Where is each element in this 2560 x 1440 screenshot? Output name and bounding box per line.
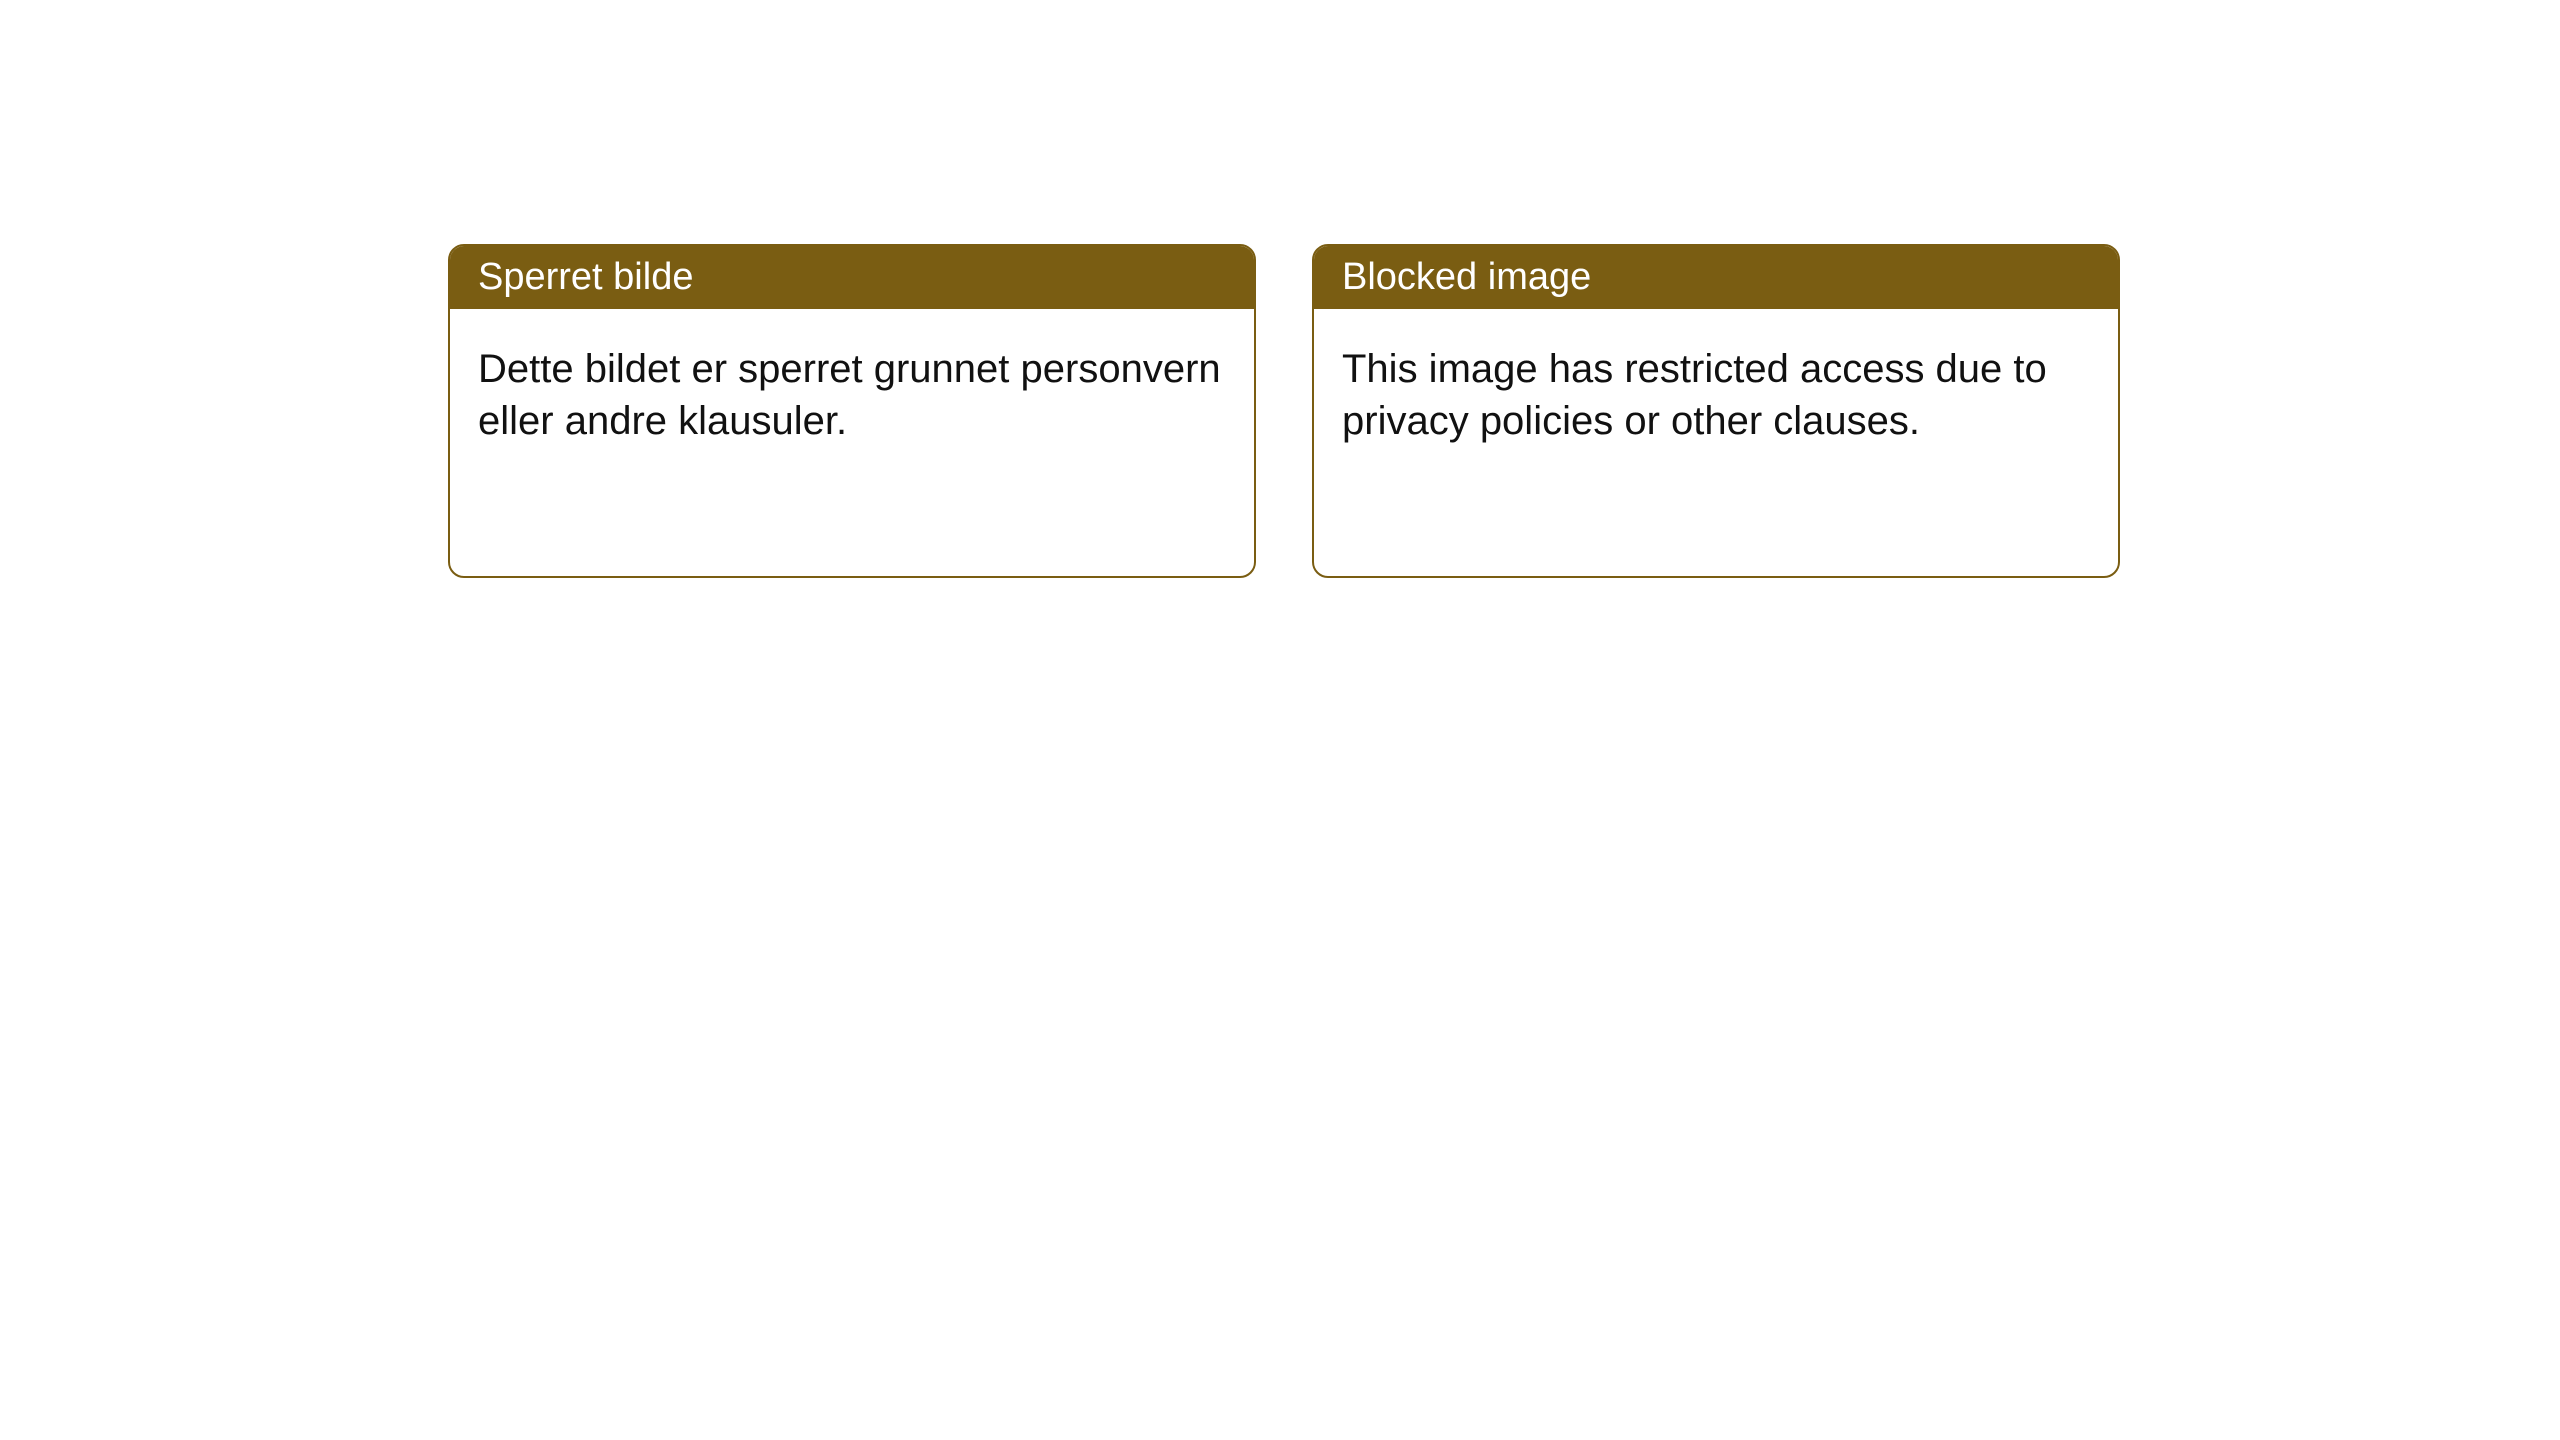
card-body: This image has restricted access due to … [1314,309,2118,481]
card-header: Blocked image [1314,246,2118,309]
card-header: Sperret bilde [450,246,1254,309]
notice-card-norwegian: Sperret bilde Dette bildet er sperret gr… [448,244,1256,578]
notice-card-english: Blocked image This image has restricted … [1312,244,2120,578]
notice-container: Sperret bilde Dette bildet er sperret gr… [0,0,2560,578]
card-body: Dette bildet er sperret grunnet personve… [450,309,1254,481]
